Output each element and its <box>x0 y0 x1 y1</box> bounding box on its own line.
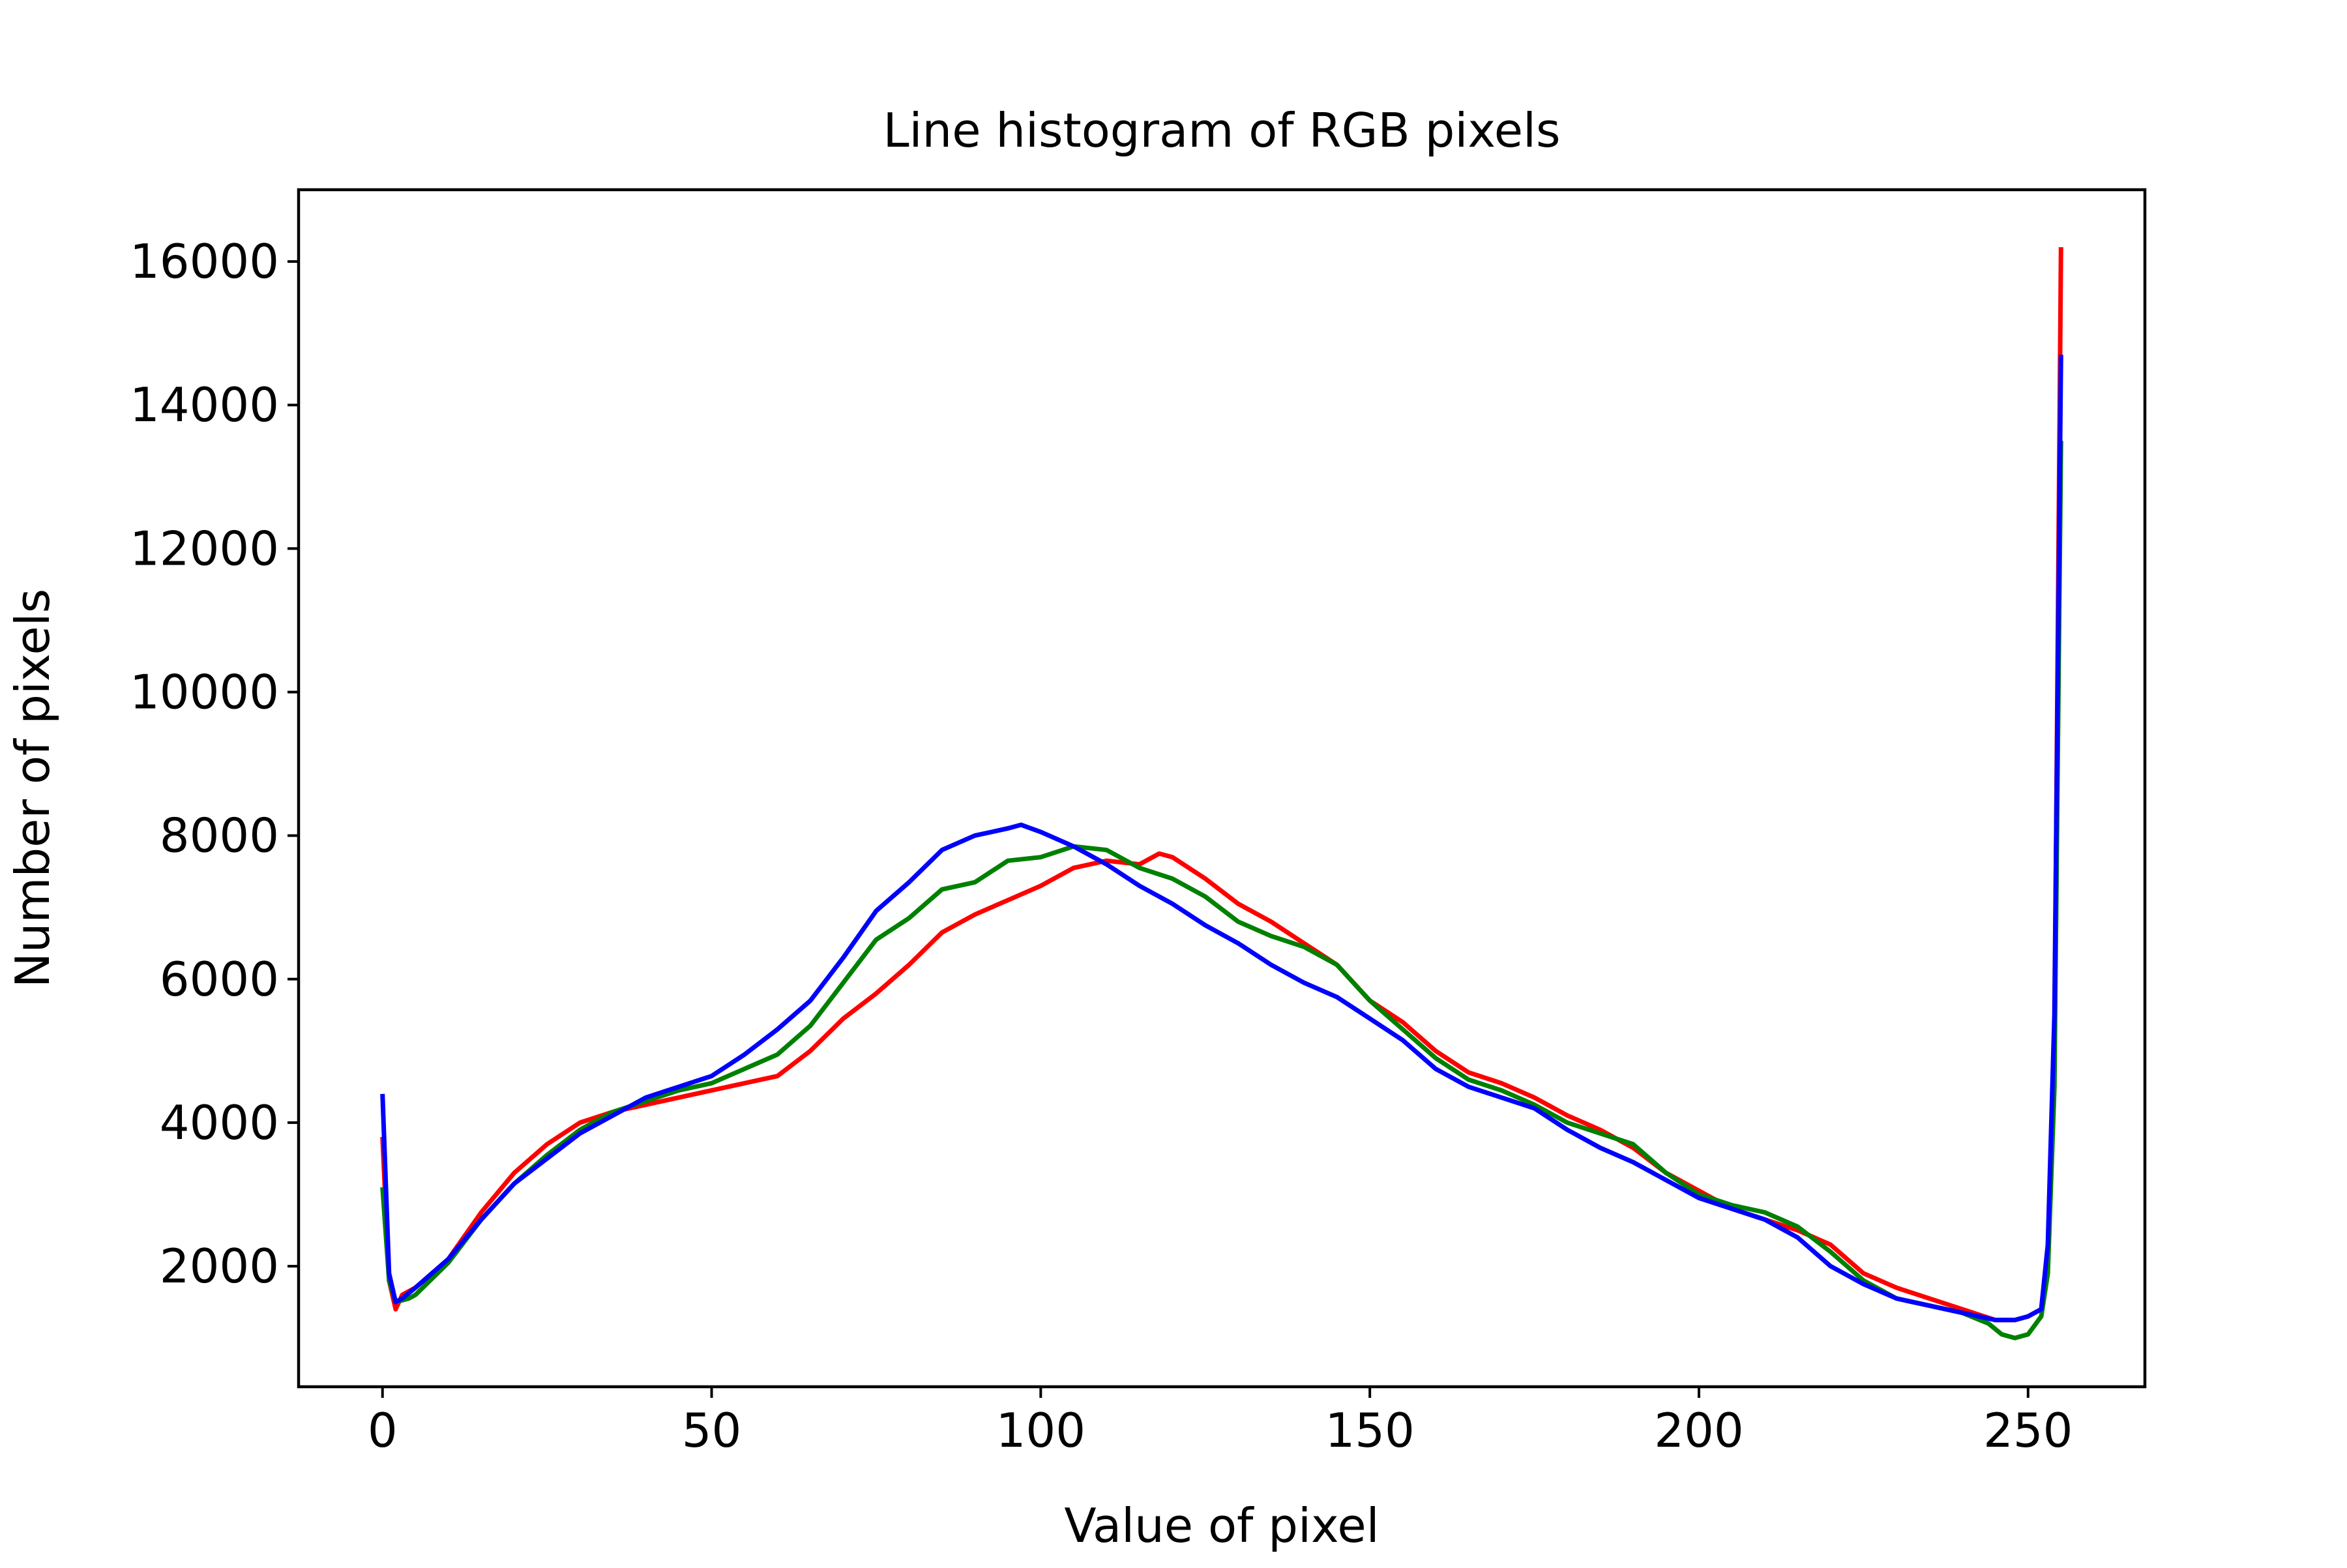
x-tick-label: 150 <box>1325 1403 1414 1458</box>
y-tick-label: 8000 <box>160 808 279 863</box>
y-axis-ticks: 2000 4000 6000 8000 10000 12000 14000 16000 <box>130 234 299 1294</box>
x-tick-label: 50 <box>682 1403 742 1458</box>
y-tick-label: 12000 <box>130 521 279 576</box>
x-tick-label: 0 <box>368 1403 398 1458</box>
x-tick-label: 250 <box>1983 1403 2073 1458</box>
y-axis-label: Number of pixels <box>5 589 60 988</box>
plot-frame <box>297 188 2147 1389</box>
y-tick-label: 14000 <box>130 377 279 432</box>
x-tick-label: 200 <box>1654 1403 1743 1458</box>
y-tick-label: 6000 <box>160 952 279 1007</box>
y-tick-label: 10000 <box>130 665 279 720</box>
y-tick-label: 16000 <box>130 234 279 289</box>
y-tick-label: 4000 <box>160 1095 279 1150</box>
x-axis-label: Value of pixel <box>1064 1498 1379 1553</box>
series-layer <box>380 247 2063 1340</box>
series-line-3 <box>380 355 2063 1323</box>
chart-title: Line histogram of RGB pixels <box>883 103 1560 158</box>
x-axis-ticks: 0 50 100 150 200 250 <box>368 1387 2073 1458</box>
y-tick-label: 2000 <box>160 1239 279 1294</box>
x-tick-label: 100 <box>996 1403 1085 1458</box>
